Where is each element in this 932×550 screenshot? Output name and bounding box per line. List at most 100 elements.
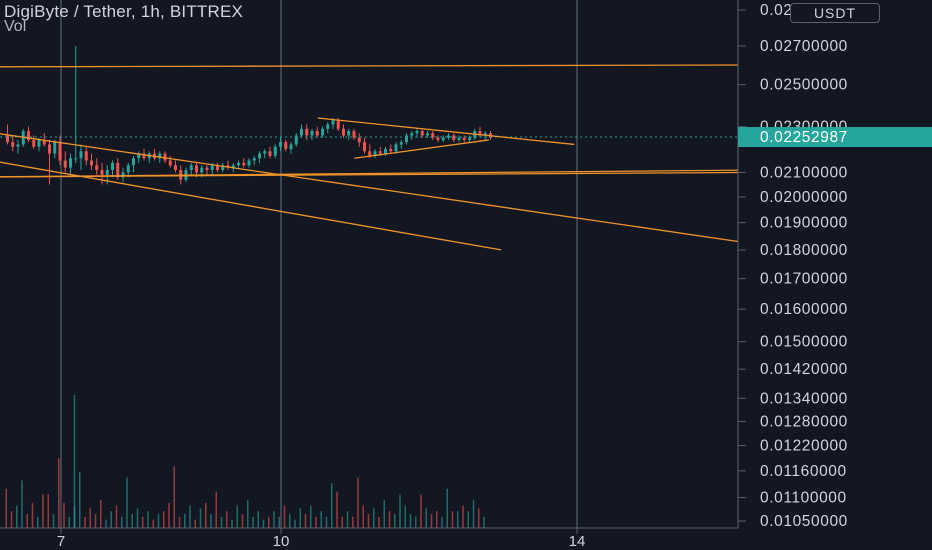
volume-bar bbox=[310, 505, 312, 528]
volume-bar bbox=[283, 505, 286, 528]
volume-bar bbox=[241, 514, 244, 528]
candle-body bbox=[447, 135, 450, 138]
volume-bar bbox=[68, 516, 70, 528]
volume-bar bbox=[362, 505, 364, 528]
trendlines bbox=[0, 64, 758, 251]
volume-bar bbox=[415, 516, 417, 528]
price-tick-label: 0.01420000 bbox=[760, 361, 848, 378]
volume-bar bbox=[257, 511, 259, 528]
price-tick-label: 0.01280000 bbox=[760, 413, 848, 430]
volume-bar bbox=[168, 502, 170, 528]
candle-body bbox=[27, 131, 30, 140]
volume-bar bbox=[357, 477, 359, 528]
candle-body bbox=[394, 144, 398, 152]
volume-bar bbox=[63, 502, 65, 528]
currency-button[interactable]: USDT bbox=[790, 3, 880, 23]
volume-bar bbox=[436, 511, 438, 528]
volume-bar bbox=[268, 516, 270, 528]
candle-body bbox=[111, 162, 114, 171]
volume-bar bbox=[142, 516, 144, 528]
volume-bar bbox=[26, 514, 28, 528]
candle-body bbox=[79, 151, 83, 159]
candle-body bbox=[305, 128, 309, 136]
candle-body bbox=[6, 135, 9, 143]
price-tick-label: 0.01800000 bbox=[760, 242, 848, 259]
time-tick-label: 10 bbox=[273, 533, 290, 550]
candle-body bbox=[69, 158, 72, 168]
volume-bar bbox=[47, 494, 49, 528]
candle-body bbox=[357, 137, 361, 143]
candle-body bbox=[347, 131, 351, 136]
candle-body bbox=[399, 142, 403, 145]
candle-body bbox=[352, 131, 356, 138]
candle-body bbox=[247, 160, 251, 166]
candle-body bbox=[300, 128, 303, 136]
volume-bar bbox=[10, 511, 13, 528]
candle-body bbox=[410, 133, 414, 136]
volume-bar bbox=[205, 502, 207, 528]
volume-bar bbox=[58, 458, 60, 528]
volume-bar bbox=[231, 519, 233, 528]
candle-body bbox=[405, 135, 408, 143]
volume-bar bbox=[94, 514, 97, 528]
volume-bar bbox=[289, 514, 291, 528]
volume-bar bbox=[16, 505, 18, 528]
volume-bar bbox=[157, 514, 160, 528]
volume-bar bbox=[105, 519, 107, 528]
volume-bar bbox=[346, 511, 349, 528]
price-tick-label: 0.02000000 bbox=[760, 189, 848, 206]
candle-body bbox=[126, 165, 130, 173]
candle-body bbox=[189, 165, 193, 171]
price-tick-label: 0.01100000 bbox=[760, 490, 847, 507]
volume-bar bbox=[184, 514, 186, 528]
volume-bar bbox=[173, 466, 175, 528]
volume-label: Vol bbox=[4, 18, 27, 35]
candle-body bbox=[483, 133, 487, 136]
volume-bar bbox=[341, 516, 343, 528]
volume-bar bbox=[52, 514, 55, 528]
volume-bar bbox=[304, 514, 307, 528]
candle-body bbox=[336, 120, 340, 129]
candle-body bbox=[95, 165, 99, 171]
candle-body bbox=[63, 160, 67, 168]
session-lines bbox=[60, 0, 578, 528]
price-tick-label: 0.01160000 bbox=[760, 463, 847, 480]
volume-bar bbox=[331, 483, 333, 528]
volume-bar bbox=[136, 508, 139, 528]
volume-bar bbox=[315, 516, 317, 528]
candle-body bbox=[315, 131, 319, 136]
volume-bar bbox=[467, 511, 469, 528]
volume-bar bbox=[373, 508, 375, 528]
candle-body bbox=[168, 160, 172, 166]
candle-body bbox=[284, 142, 288, 149]
candle-body bbox=[32, 139, 36, 147]
candle-body bbox=[242, 162, 246, 166]
volume-bar bbox=[100, 500, 102, 528]
last-price-tag-bg bbox=[738, 127, 932, 148]
candle-body bbox=[116, 162, 120, 178]
volume-bar bbox=[110, 511, 112, 528]
volume-bar bbox=[336, 491, 338, 528]
volume-bar bbox=[31, 502, 34, 528]
volume-bar bbox=[446, 488, 448, 528]
candle-body bbox=[321, 128, 324, 136]
volume-bar bbox=[178, 516, 181, 528]
price-tick-label: 0.01340000 bbox=[760, 390, 848, 407]
candle-body bbox=[462, 137, 466, 140]
volume-bar bbox=[409, 514, 412, 528]
volume-bar bbox=[5, 488, 7, 528]
volume-bar bbox=[131, 514, 133, 528]
time-tick-label: 7 bbox=[57, 533, 65, 550]
candle-body bbox=[84, 151, 88, 161]
volume-bar bbox=[273, 511, 275, 528]
volume-bar bbox=[115, 505, 118, 528]
price-tick-label: 0.01900000 bbox=[760, 215, 848, 232]
candle-body bbox=[263, 151, 267, 154]
candle-body bbox=[11, 142, 15, 147]
volume-bar bbox=[462, 505, 464, 528]
trendline-2 bbox=[0, 161, 502, 251]
price-tick-label: 0.01050000 bbox=[760, 513, 848, 530]
volume-bar bbox=[21, 480, 23, 528]
